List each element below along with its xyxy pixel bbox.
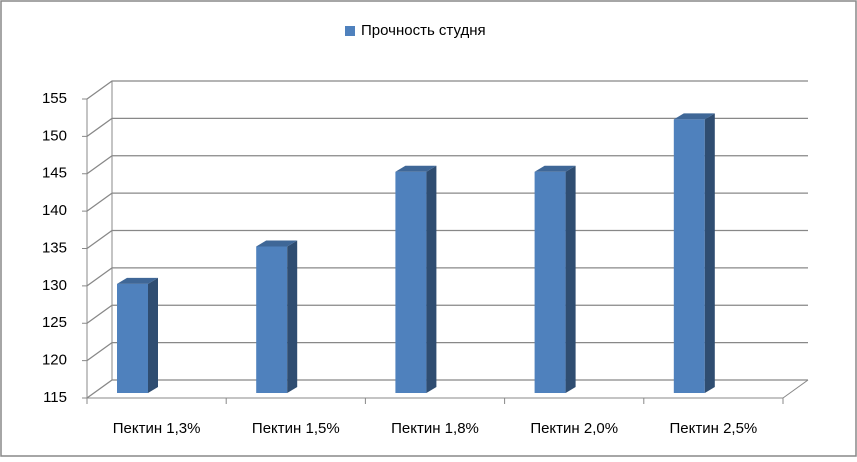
x-tick-label: Пектин 2,0% [530,420,618,437]
bar-top [673,113,715,120]
grid-line [86,267,808,287]
bar-top [534,165,576,172]
x-tick-label: Пектин 1,8% [391,420,479,437]
bar-top [395,165,437,172]
y-tick-label: 150 [42,127,67,144]
y-tick-label: 125 [42,314,67,331]
grid-line [86,379,808,399]
bar-side [704,113,715,394]
grid-line [86,155,808,175]
bar-side [426,165,437,393]
y-tick-label: 155 [42,90,67,107]
x-tick-label: Пектин 1,3% [113,420,201,437]
grid-line [86,341,808,362]
bar-front [256,246,288,393]
legend: Прочность студня [345,22,486,39]
y-tick-label: 115 [43,389,67,406]
y-tick-label: 130 [42,277,67,294]
grid-line [86,80,808,100]
grid-line [86,304,808,324]
grid-line [86,117,808,137]
bar-side [565,165,576,393]
x-tick-label: Пектин 1,5% [252,420,340,437]
bar-front [673,119,705,394]
y-tick-label: 140 [42,202,67,219]
bar-front [117,283,148,393]
y-tick-label: 120 [42,352,67,369]
bar-front [534,171,566,393]
x-tick-label: Пектин 2,5% [670,420,758,437]
legend-swatch [345,26,355,36]
bar-top [117,277,158,284]
bar-side [287,240,298,393]
bar-side [148,277,158,393]
legend-label: Прочность студня [361,22,486,39]
grid-line [86,229,808,250]
y-tick-label: 135 [42,239,67,256]
bar-front [395,171,427,393]
grid-line [86,192,808,212]
floor-edge [782,379,809,399]
y-tick-label: 145 [42,165,67,182]
bar-top [256,240,298,247]
